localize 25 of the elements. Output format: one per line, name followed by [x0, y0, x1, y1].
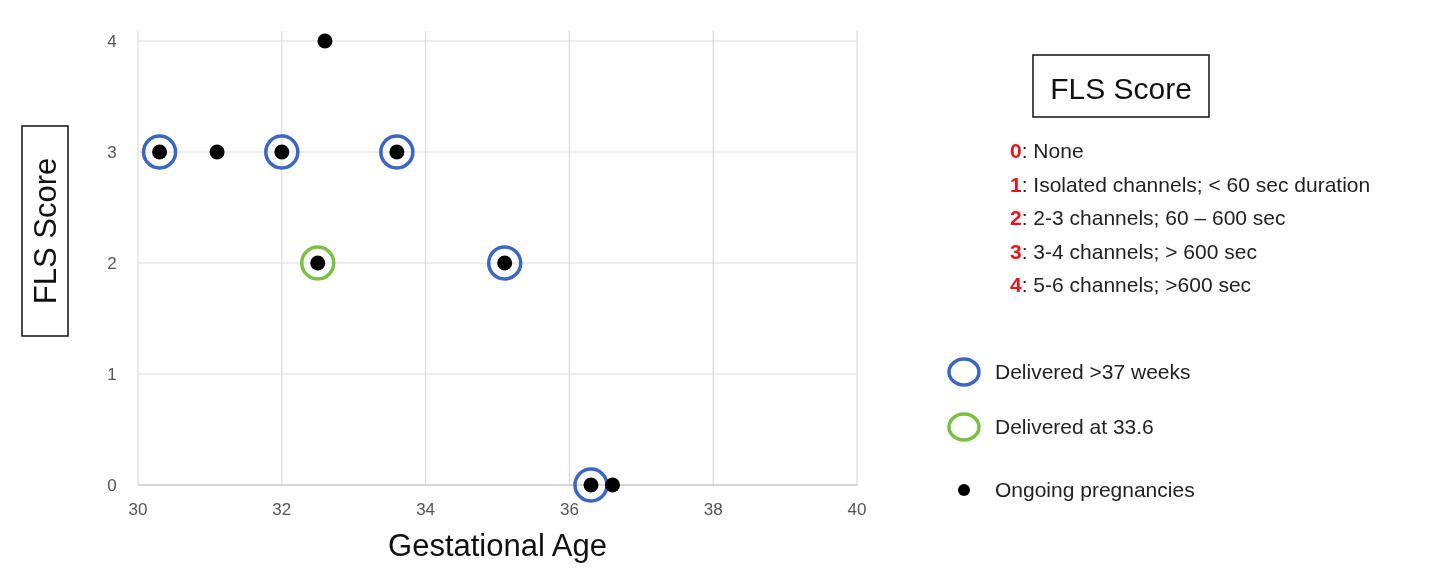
x-tick-label: 38 [703, 500, 723, 519]
text: 4: 5-6 channels; >600 sec [1010, 273, 1252, 296]
legend-label: Delivered at 33.6 [995, 415, 1154, 438]
x-axis-title: Gestational Age [388, 528, 607, 563]
legend-title: FLS Score [1050, 72, 1192, 105]
point [605, 477, 621, 493]
y-tick-label: 0 [107, 476, 117, 495]
text: 3: 3-4 channels; > 600 sec [1010, 239, 1257, 263]
y-tick-label: 3 [107, 143, 117, 162]
y-tick-label: 4 [107, 32, 117, 51]
text: 0: None [1010, 139, 1084, 162]
x-tick-label: 30 [128, 500, 148, 519]
text: 1: Isolated channels; < 60 sec duration [1010, 172, 1371, 196]
y-tick-label: 2 [107, 254, 117, 273]
x-tick-label: 40 [847, 500, 867, 519]
x-tick-label: 34 [416, 500, 436, 519]
x-tick-label: 36 [559, 500, 579, 519]
text: 2: 2-3 channels; 60 – 600 sec [1010, 206, 1286, 229]
y-axis-title: FLS Score [28, 157, 63, 305]
point [209, 144, 225, 160]
y-tick-label: 1 [107, 365, 117, 384]
x-tick-label: 32 [272, 500, 292, 519]
legend-label: Delivered >37 weeks [995, 360, 1191, 383]
legend-label: Ongoing pregnancies [995, 478, 1195, 501]
point [317, 33, 333, 49]
